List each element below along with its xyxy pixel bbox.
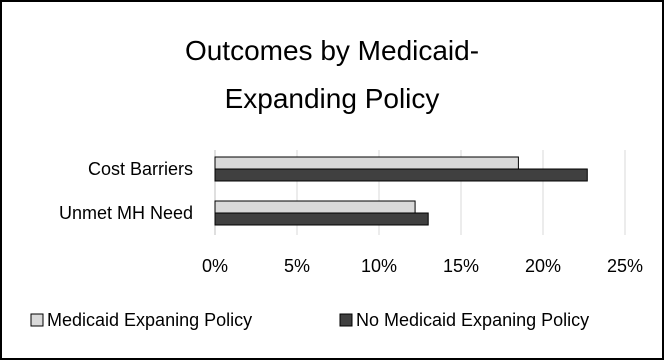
legend-swatch: [30, 313, 44, 327]
category-label: Cost Barriers: [88, 159, 193, 179]
category-label: Unmet MH Need: [59, 203, 193, 223]
legend-label: Medicaid Expaning Policy: [47, 310, 252, 330]
x-tick-label: 15%: [443, 256, 479, 276]
chart-title-line-1: Outcomes by Medicaid-: [185, 35, 479, 66]
legend-label: No Medicaid Expaning Policy: [356, 310, 589, 330]
x-tick-label: 20%: [525, 256, 561, 276]
bar: [214, 200, 416, 214]
bars: [214, 156, 588, 226]
x-tick-label: 0%: [202, 256, 228, 276]
x-tick-labels: 0% 5% 10% 15% 20% 25%: [202, 256, 643, 276]
x-tick-label: 5%: [284, 256, 310, 276]
bar: [214, 156, 519, 170]
x-tick-label: 10%: [361, 256, 397, 276]
bar: [214, 168, 588, 182]
category-labels: Cost Barriers Unmet MH Need: [59, 159, 193, 223]
x-tick-label: 25%: [607, 256, 643, 276]
chart-title-line-2: Expanding Policy: [225, 83, 440, 114]
legend-swatch: [339, 313, 353, 327]
bar: [214, 212, 429, 226]
legend: Medicaid Expaning Policy No Medicaid Expa…: [30, 310, 589, 330]
